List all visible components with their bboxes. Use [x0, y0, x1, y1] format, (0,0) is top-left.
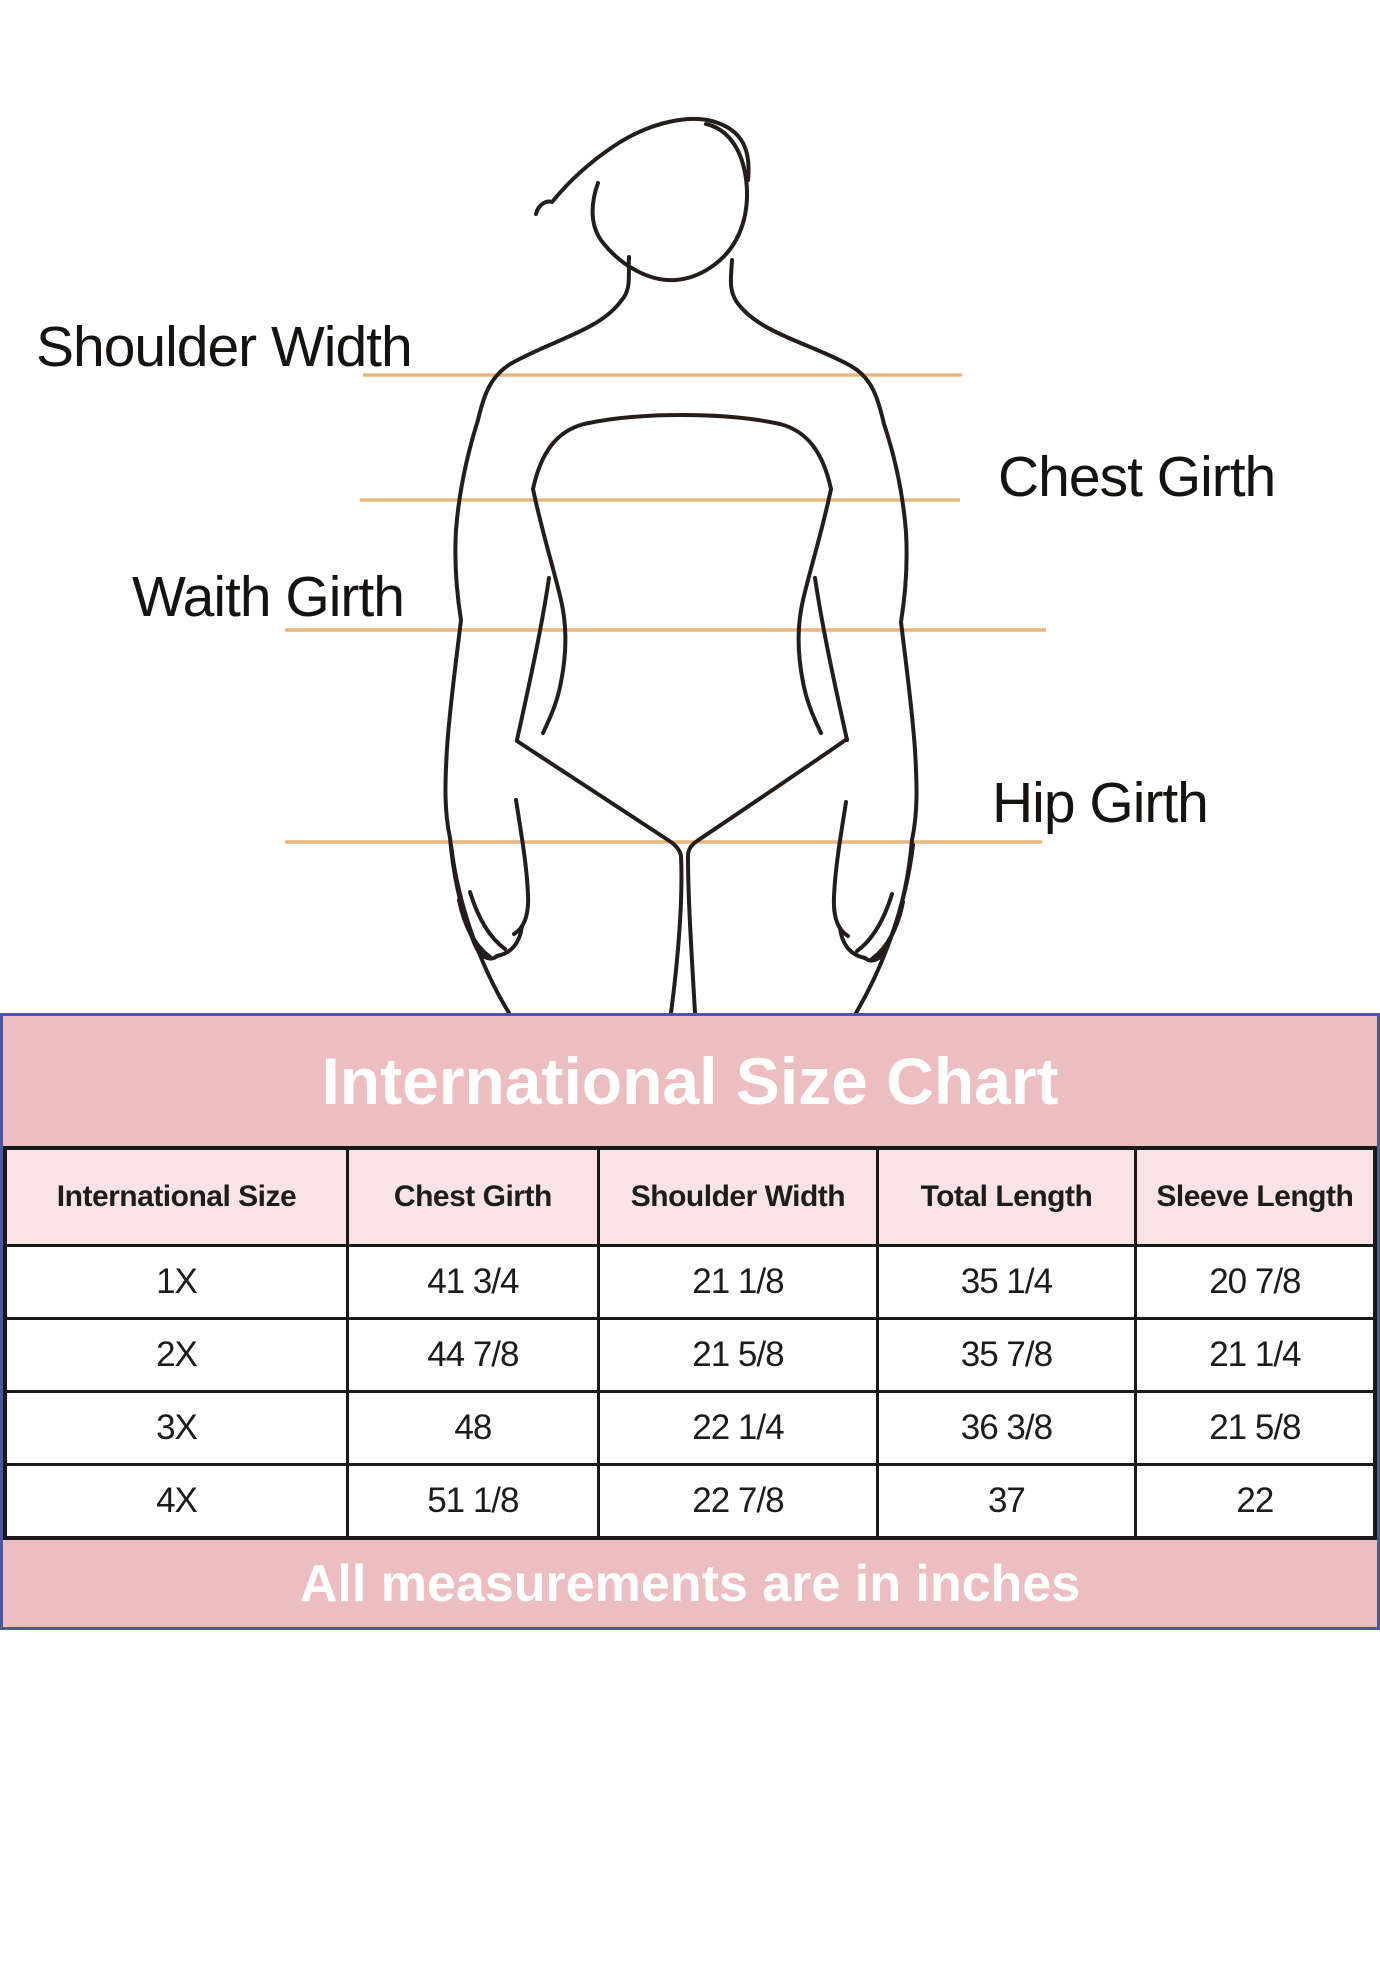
table-cell: 22 7/8 [596, 1463, 880, 1540]
size-label-cell: 1X [3, 1244, 349, 1320]
table-cell: 48 [346, 1390, 600, 1466]
right-torso-edge [796, 487, 833, 735]
hip-girth-label: Hip Girth [992, 771, 1209, 835]
table-cell: 21 1/8 [596, 1244, 880, 1320]
right-inner-arm-line [813, 576, 849, 742]
table-row-3x: 3X 48 22 1/4 36 3/8 21 5/8 [3, 1390, 1377, 1466]
measurements-note-banner: All measurements are in inches [3, 1540, 1377, 1627]
neck-left-line [619, 255, 631, 303]
head-outline [590, 122, 750, 283]
body-figure-illustration [285, 116, 1046, 1013]
col-header-total-length: Total Length [876, 1146, 1137, 1247]
table-cell: 35 7/8 [876, 1317, 1137, 1393]
left-hand-inner-edge [512, 798, 531, 936]
col-header-shoulder-width: Shoulder Width [596, 1146, 880, 1247]
size-chart-title: International Size Chart [321, 1044, 1059, 1118]
size-label-cell: 4X [3, 1463, 349, 1540]
left-outer-thigh-line [449, 843, 511, 1013]
col-header-sleeve-length: Sleeve Length [1133, 1146, 1377, 1247]
right-hand-inner-edge [831, 800, 850, 938]
table-cell: 20 7/8 [1133, 1244, 1377, 1320]
chest-girth-label: Chest Girth [998, 445, 1276, 509]
table-row-1x: 1X 41 3/4 21 1/8 35 1/4 20 7/8 [3, 1244, 1377, 1320]
table-cell: 21 5/8 [596, 1317, 880, 1393]
size-label-cell: 3X [3, 1390, 349, 1466]
right-outer-thigh-line [854, 843, 915, 1013]
table-cell: 37 [876, 1463, 1137, 1540]
bikini-right-line [686, 737, 849, 1013]
tube-top-line [531, 413, 833, 491]
table-row-2x: 2X 44 7/8 21 5/8 35 7/8 21 1/4 [3, 1317, 1377, 1393]
table-cell: 22 [1133, 1463, 1377, 1540]
table-header-row: International Size Chest Girth Shoulder … [3, 1146, 1377, 1247]
left-torso-edge [531, 487, 568, 735]
left-inner-arm-line [515, 576, 551, 742]
table-row-4x: 4X 51 1/8 22 7/8 37 22 [3, 1463, 1377, 1540]
table-cell: 35 1/4 [876, 1244, 1137, 1320]
right-arm-outline [737, 303, 919, 963]
left-hand-finger-line [468, 890, 507, 951]
col-header-international-size: International Size [3, 1146, 349, 1247]
measurements-note: All measurements are in inches [299, 1554, 1081, 1613]
size-chart-title-banner: International Size Chart [3, 1016, 1377, 1146]
col-header-chest-girth: Chest Girth [346, 1146, 600, 1247]
table-cell: 41 3/4 [346, 1244, 600, 1320]
shoulder-width-label: Shoulder Width [36, 315, 413, 379]
hair-swoosh-line [534, 116, 751, 216]
table-cell: 21 5/8 [1133, 1390, 1377, 1466]
size-chart-block: International Size Chart International S… [0, 1013, 1380, 1630]
table-cell: 51 1/8 [346, 1463, 600, 1540]
table-cell: 44 7/8 [346, 1317, 600, 1393]
body-measurement-diagram: Shoulder Width Chest Girth Waith Girth H… [36, 116, 1276, 1013]
right-hand-finger-line [855, 892, 894, 953]
bikini-left-line [515, 739, 684, 1013]
size-table: International Size Chest Girth Shoulder … [3, 1146, 1377, 1540]
table-cell: 22 1/4 [596, 1390, 880, 1466]
table-cell: 21 1/4 [1133, 1317, 1377, 1393]
table-cell: 36 3/8 [876, 1390, 1137, 1466]
waist-girth-label: Waith Girth [132, 565, 405, 629]
neck-right-line [728, 258, 741, 307]
figure-outline [443, 116, 919, 1013]
size-label-cell: 2X [3, 1317, 349, 1393]
